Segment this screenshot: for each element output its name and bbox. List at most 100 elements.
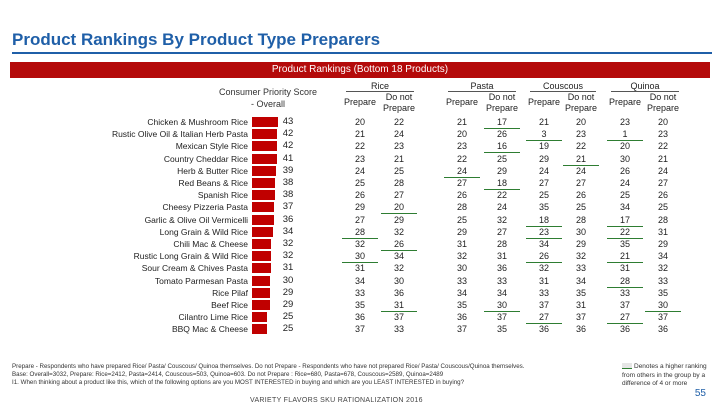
- table-row: Rustic Long Grain & Wild Rice 32 30 34 32 31 2…: [0, 250, 720, 264]
- score-bar: [252, 312, 268, 323]
- rank-cell: 29: [393, 214, 404, 225]
- priority-score: 25: [282, 323, 294, 335]
- rank-cell: 31: [381, 299, 417, 312]
- score-bar: [252, 251, 272, 262]
- rank-cell: 32: [575, 251, 586, 262]
- score-bar: [252, 263, 271, 274]
- product-name: Mexican Style Rice: [175, 141, 248, 152]
- col-header-prepare: Prepare: [445, 97, 479, 107]
- product-name: Long Grain & Wild Rice: [159, 226, 248, 237]
- priority-score: 36: [282, 213, 294, 225]
- score-bar: [252, 275, 271, 286]
- product-name: Cilantro Lime Rice: [178, 312, 248, 323]
- rank-cell: 33: [619, 287, 630, 298]
- product-name: Tomato Parmesan Pasta: [154, 275, 248, 286]
- priority-score: 29: [282, 299, 294, 310]
- rank-cell: 37: [456, 324, 467, 335]
- rank-cell: 34: [657, 251, 668, 262]
- rank-cell: 25: [496, 153, 507, 164]
- priority-score: 43: [282, 116, 294, 127]
- title-divider: [12, 52, 712, 54]
- score-bar: [252, 214, 274, 225]
- rank-cell: 36: [538, 324, 549, 335]
- rank-cell: 37: [354, 324, 365, 335]
- group-label-quinoa: Quinoa: [630, 81, 660, 91]
- group-divider: [611, 91, 679, 92]
- rank-cell: 32: [496, 214, 507, 225]
- rank-cell: 22: [657, 141, 668, 152]
- rank-cell: 22: [456, 153, 467, 164]
- rank-cell: 26: [354, 190, 365, 201]
- rank-cell: 25: [619, 190, 630, 201]
- rank-cell: 20: [354, 117, 365, 127]
- product-name: Country Cheddar Rice: [163, 153, 248, 164]
- footnote-base: Base: Overall=3032, Prepare: Rice=2412, …: [12, 371, 444, 378]
- rank-cell: 30: [342, 250, 378, 264]
- product-name: Spanish Rice: [197, 190, 248, 201]
- rank-cell: 24: [444, 165, 480, 178]
- rank-cell: 25: [575, 202, 586, 213]
- rank-cell: 24: [354, 165, 365, 176]
- rank-cell: 29: [354, 202, 365, 213]
- rank-cell: 37: [496, 312, 507, 323]
- table-row: BBQ Mac & Cheese 25 37 33 37 35 36 36 36 36: [0, 323, 720, 335]
- rank-cell: 28: [393, 178, 404, 188]
- rank-cell: 20: [456, 129, 467, 140]
- table-row: Rustic Olive Oil & Italian Herb Pasta 42 2…: [0, 128, 720, 142]
- rank-cell: 33: [393, 324, 404, 335]
- rank-cell: 23: [619, 117, 630, 127]
- consumer-priority-header: Consumer Priority Score - Overall: [218, 87, 318, 109]
- table-row: Herb & Butter Rice 39 24 25 24 29 24 24 26 24: [0, 165, 720, 178]
- rank-cell: 27: [538, 178, 549, 188]
- product-name: Red Beans & Rice: [178, 178, 248, 188]
- rank-cell: 23: [657, 129, 668, 140]
- rank-cell: 31: [456, 239, 467, 249]
- footnote-question: I1. When thinking about a product like t…: [12, 379, 465, 386]
- priority-score: 30: [282, 274, 294, 286]
- score-bar: [252, 202, 275, 213]
- rank-cell: 23: [526, 226, 562, 239]
- rank-cell: 16: [484, 140, 520, 154]
- rank-cell: 37: [575, 312, 586, 323]
- rank-cell: 24: [619, 178, 630, 188]
- col-header-prepare: Prepare: [343, 97, 377, 107]
- col-header-do-not-prepare: Do not Prepare: [382, 92, 416, 113]
- rank-cell: 33: [538, 287, 549, 298]
- rank-cell: 19: [538, 141, 549, 152]
- group-divider: [530, 91, 596, 92]
- product-name: Herb & Butter Rice: [177, 165, 248, 176]
- rank-cell: 33: [456, 275, 467, 286]
- rank-cell: 35: [575, 287, 586, 298]
- rank-cell: 26: [619, 165, 630, 176]
- rank-cell: 24: [496, 202, 507, 213]
- score-bar: [252, 178, 275, 188]
- rank-cell: 31: [575, 300, 586, 310]
- priority-score: 42: [282, 128, 294, 140]
- rank-cell: 31: [538, 275, 549, 286]
- rank-cell: 31: [354, 263, 365, 274]
- product-name: Chili Mac & Cheese: [173, 239, 248, 249]
- highlight-swatch: [622, 363, 632, 370]
- rank-cell: 26: [575, 190, 586, 201]
- table-row: Tomato Parmesan Pasta 30 34 30 33 33 31 34 28 33: [0, 274, 720, 288]
- rank-cell: 35: [657, 287, 668, 298]
- rank-cell: 32: [393, 226, 404, 237]
- product-name: Rustic Long Grain & Wild Rice: [133, 251, 248, 262]
- rank-cell: 21: [354, 129, 365, 140]
- rank-cell: 28: [496, 239, 507, 249]
- score-bar: [252, 165, 276, 176]
- col-header-do-not-prepare: Do not Prepare: [564, 92, 598, 113]
- rank-cell: 35: [496, 324, 507, 335]
- rank-cell: 33: [657, 275, 668, 286]
- rank-cell: 35: [538, 202, 549, 213]
- rank-cell: 33: [354, 287, 365, 298]
- rank-cell: 21: [456, 117, 467, 127]
- rank-cell: 25: [393, 165, 404, 176]
- rank-cell: 36: [575, 324, 586, 335]
- table-row: Rice Pilaf 29 33 36 34 34 33 35 33 35: [0, 287, 720, 299]
- group-headers: Rice Pasta Couscous Quinoa: [0, 81, 720, 93]
- rank-cell: 30: [575, 226, 586, 237]
- rank-cell: 36: [393, 287, 404, 298]
- score-bar: [252, 190, 275, 201]
- rank-cell: 24: [538, 165, 549, 176]
